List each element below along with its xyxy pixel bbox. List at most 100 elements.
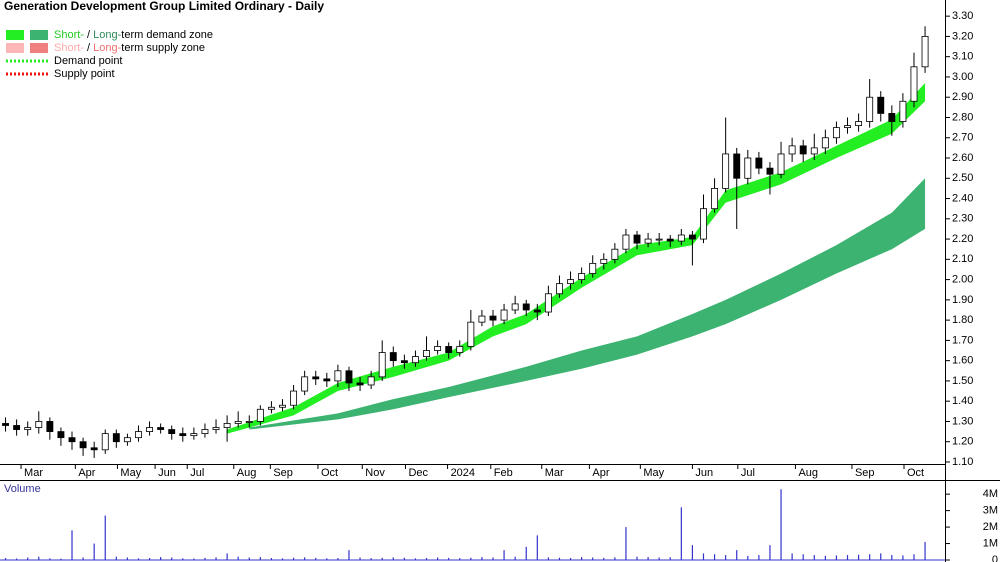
volume-title: Volume [4,483,41,495]
legend-text: Demand point [54,55,123,67]
candle-body [112,433,120,443]
volume-bar [558,557,561,560]
volume-bar [425,558,428,560]
legend-text: term demand zone [121,29,213,41]
volume-bar [171,557,173,560]
candle-body [633,234,641,244]
volume-bar [813,555,815,560]
volume-bar [60,558,62,560]
y-tick-label: 1.10 [952,456,973,468]
volume-bar [780,489,782,560]
volume-bar [713,554,716,560]
legend-entry: Supply point [54,68,115,80]
volume-bar [581,557,583,560]
legend-entry: Demand point [54,55,123,67]
y-tick-label: 1.30 [952,415,973,427]
y-tick-label: 2.90 [952,91,973,103]
volume-bar [82,557,84,560]
candle-body [744,157,752,179]
x-tick-label: Sep [273,467,293,479]
volume-bar [437,557,439,560]
volume-bar [27,557,29,560]
candle-body [844,125,851,129]
legend-text: term supply zone [121,42,205,54]
y-tick-label: 2.80 [952,111,973,123]
candle-body [478,315,486,323]
legend-text: Long- [93,29,121,41]
x-tick-label: Aug [798,467,818,479]
x-tick-label: Oct [321,467,338,479]
x-tick-label: Sep [855,467,875,479]
volume-bar [459,558,461,560]
volume-bar [104,515,106,560]
candle-body [356,382,364,386]
candle-body [101,433,109,451]
volume-bar [204,557,206,560]
y-tick-label: 1M [983,537,998,549]
y-tick-label: 2.10 [952,253,973,265]
y-tick-label: 3.10 [952,51,973,63]
volume-bar [835,555,838,560]
candle-body [312,376,320,380]
legend-entry: Short- / Long-term demand zone [54,29,213,41]
x-tick-label: Jul [190,467,204,479]
candle-body [500,309,508,321]
volume-bar [603,557,605,560]
y-tick-label: 1.40 [952,395,973,407]
volume-bar [481,557,483,560]
y-tick-label: 2M [983,521,998,533]
volume-bar [857,554,860,560]
candle-body [622,234,630,250]
x-tick-label: Oct [907,467,924,479]
volume-bar [913,554,915,560]
x-tick-label: Mar [545,467,564,479]
candle-body [90,447,98,451]
volume-bar [669,557,671,560]
volume-bar [281,558,284,560]
y-tick-label: 2.20 [952,233,973,245]
volume-bar [758,555,760,560]
candle-body [611,248,619,260]
candle-body [35,421,43,428]
candle-body [190,433,198,437]
candle-body [600,258,608,264]
volume-bar [403,557,405,560]
candle-body [389,352,397,362]
volume-bar [337,558,339,560]
x-tick-label: Aug [237,467,257,479]
x-tick-label: Dec [408,467,428,479]
volume-bar [636,556,638,560]
candle-body [345,370,353,384]
candle-body [899,100,907,122]
volume-bar [137,558,140,560]
x-tick-label: May [120,467,141,479]
legend-swatch [6,43,24,53]
candle-body [655,238,663,241]
candle-body [677,234,685,242]
candle-body [777,153,785,175]
legend-text: Long- [93,42,121,54]
candle-body [921,36,929,68]
candle-body [888,113,896,122]
x-tick-label: Jun [695,467,713,479]
x-tick-label: 2024 [451,467,475,479]
y-tick-label: 1.60 [952,355,973,367]
volume-bar [193,558,195,560]
candle-body [489,315,497,321]
candle-body [722,153,730,189]
volume-bar [514,556,516,560]
legend-swatch [30,30,48,40]
legend-text: Short- [54,42,84,54]
candle-body [267,406,275,410]
volume-bar [702,553,705,560]
legend-text: / [84,42,93,54]
candle-body [832,127,840,139]
legend-text: / [84,29,93,41]
volume-bar [492,557,494,560]
y-tick-label: 1.20 [952,436,973,448]
legend-swatch [6,30,24,40]
candle-body [567,279,574,285]
volume-bar [625,527,627,560]
